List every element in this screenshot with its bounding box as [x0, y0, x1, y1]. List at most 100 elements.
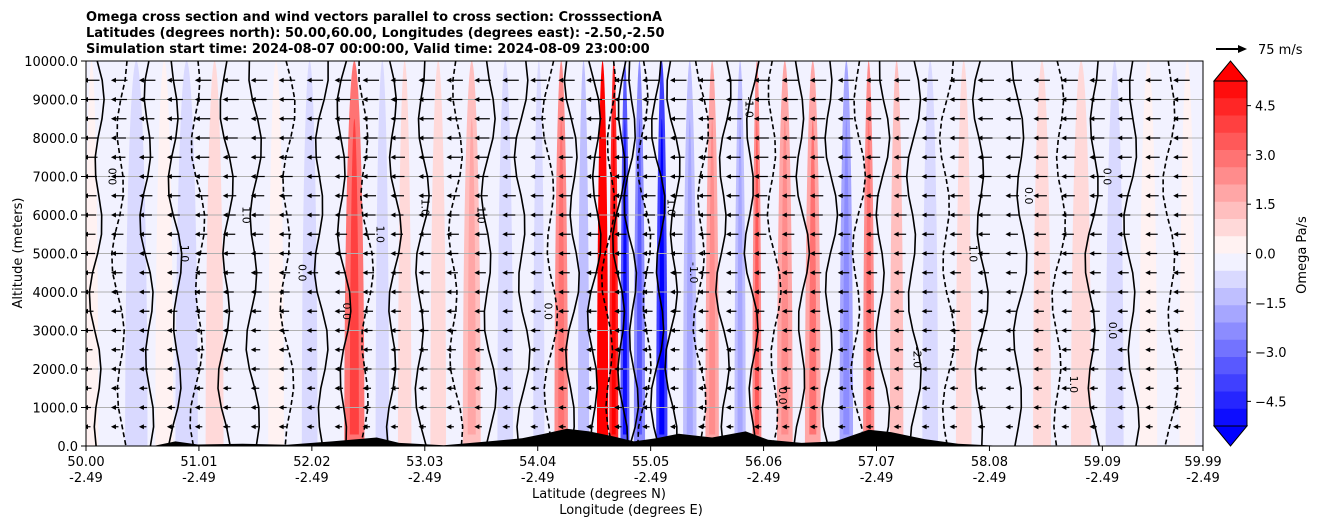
- wind-vector-head: [362, 328, 368, 333]
- wind-vector-head: [949, 366, 955, 372]
- wind-vector-head: [110, 347, 116, 353]
- wind-vector-head: [865, 289, 871, 295]
- contour-line: [1084, 61, 1100, 446]
- wind-vector-head: [306, 116, 312, 122]
- wind-vector-head: [530, 193, 536, 199]
- wind-vector-head: [390, 347, 396, 353]
- wind-vector-head: [1033, 289, 1039, 295]
- wind-vector-head: [697, 270, 703, 276]
- wind-vector-head: [502, 308, 508, 314]
- wind-vector-head: [1061, 77, 1067, 83]
- wind-vector-head: [697, 174, 703, 179]
- wind-vector-head: [306, 77, 312, 83]
- wind-vector-head: [1061, 347, 1067, 353]
- wind-vector-head: [1145, 405, 1151, 410]
- wind-vector-head: [642, 193, 648, 199]
- contour-line: [480, 61, 498, 446]
- wind-vector-head: [530, 289, 536, 295]
- wind-vector-head: [1033, 135, 1039, 141]
- wind-vector-head: [725, 193, 731, 199]
- wind-vector-head: [893, 193, 899, 199]
- wind-vector-head: [753, 116, 759, 122]
- wind-vector-head: [1033, 347, 1039, 353]
- wind-vector-head: [1089, 154, 1095, 160]
- wind-vector-head: [949, 424, 955, 430]
- wind-vector-head: [362, 231, 368, 237]
- wind-vector-head: [1145, 174, 1151, 179]
- wind-vector-head: [781, 328, 787, 333]
- colorbar-level: [1214, 253, 1247, 272]
- wind-vector-head: [949, 385, 955, 391]
- wind-vector-head: [1089, 212, 1095, 218]
- wind-vector-head: [781, 231, 787, 237]
- contour-label: 1.0: [374, 226, 387, 244]
- wind-vector-head: [977, 231, 983, 237]
- wind-vector-head: [194, 212, 200, 218]
- wind-vector-head: [166, 289, 172, 295]
- wind-vector-head: [390, 328, 396, 333]
- wind-vector-head: [1117, 77, 1123, 83]
- wind-vector-head: [1089, 270, 1095, 276]
- wind-vector-head: [110, 97, 116, 102]
- wind-vector-head: [1117, 193, 1123, 199]
- wind-vector-head: [809, 270, 815, 276]
- wind-vector-head: [138, 270, 144, 276]
- wind-vector-head: [614, 405, 620, 410]
- wind-vector-head: [642, 405, 648, 410]
- contour-label: 0.0: [105, 168, 118, 186]
- wind-vector-head: [949, 154, 955, 160]
- contour-line: [793, 61, 811, 446]
- wind-vector-head: [306, 135, 312, 141]
- wind-vector-head: [558, 231, 564, 237]
- wind-vector-head: [614, 366, 620, 372]
- wind-vector-head: [1005, 308, 1011, 314]
- contour-line: [1051, 61, 1067, 446]
- wind-vector-head: [306, 385, 312, 391]
- wind-vector-head: [390, 174, 396, 179]
- wind-vector-head: [697, 231, 703, 237]
- wind-vector-head: [418, 174, 424, 179]
- wind-vector-head: [138, 289, 144, 295]
- wind-vector-head: [1145, 116, 1151, 122]
- wind-vector-head: [977, 193, 983, 199]
- wind-vector-head: [474, 174, 480, 179]
- wind-vector-head: [222, 347, 228, 353]
- wind-vector-head: [334, 289, 340, 295]
- wind-vector-head: [893, 154, 899, 160]
- colorbar-extend-bottom: [1212, 425, 1249, 447]
- wind-vector-head: [921, 308, 927, 314]
- wind-vector-head: [558, 347, 564, 353]
- wind-vector-head: [977, 212, 983, 218]
- x-tick-label-lon: -2.49: [521, 471, 555, 486]
- wind-vector-head: [1033, 116, 1039, 122]
- wind-vector-head: [921, 97, 927, 102]
- wind-vector-head: [837, 366, 843, 372]
- wind-vector-head: [558, 385, 564, 391]
- wind-vector-head: [530, 308, 536, 314]
- wind-vector-head: [1005, 385, 1011, 391]
- wind-vector-head: [194, 328, 200, 333]
- wind-vector-head: [1173, 193, 1179, 199]
- wind-vector-head: [1089, 385, 1095, 391]
- wind-vector-head: [781, 251, 787, 256]
- wind-vector-head: [1033, 366, 1039, 372]
- wind-vector-head: [166, 193, 172, 199]
- wind-vector-head: [110, 116, 116, 122]
- wind-vector-head: [446, 212, 452, 218]
- wind-vector-head: [614, 154, 620, 160]
- wind-vector-head: [642, 328, 648, 333]
- wind-vector-head: [614, 135, 620, 141]
- wind-vector-head: [222, 366, 228, 372]
- wind-vector-head: [474, 77, 480, 83]
- wind-vector-head: [1061, 385, 1067, 391]
- wind-vector-head: [697, 77, 703, 83]
- wind-vector-head: [1033, 424, 1039, 430]
- wind-vector-head: [474, 328, 480, 333]
- wind-vector-head: [614, 347, 620, 353]
- wind-vector-head: [278, 231, 284, 237]
- wind-vector-head: [1145, 385, 1151, 391]
- wind-vector-head: [278, 424, 284, 430]
- wind-vector-head: [390, 251, 396, 256]
- wind-vector-head: [194, 289, 200, 295]
- wind-vector-head: [530, 366, 536, 372]
